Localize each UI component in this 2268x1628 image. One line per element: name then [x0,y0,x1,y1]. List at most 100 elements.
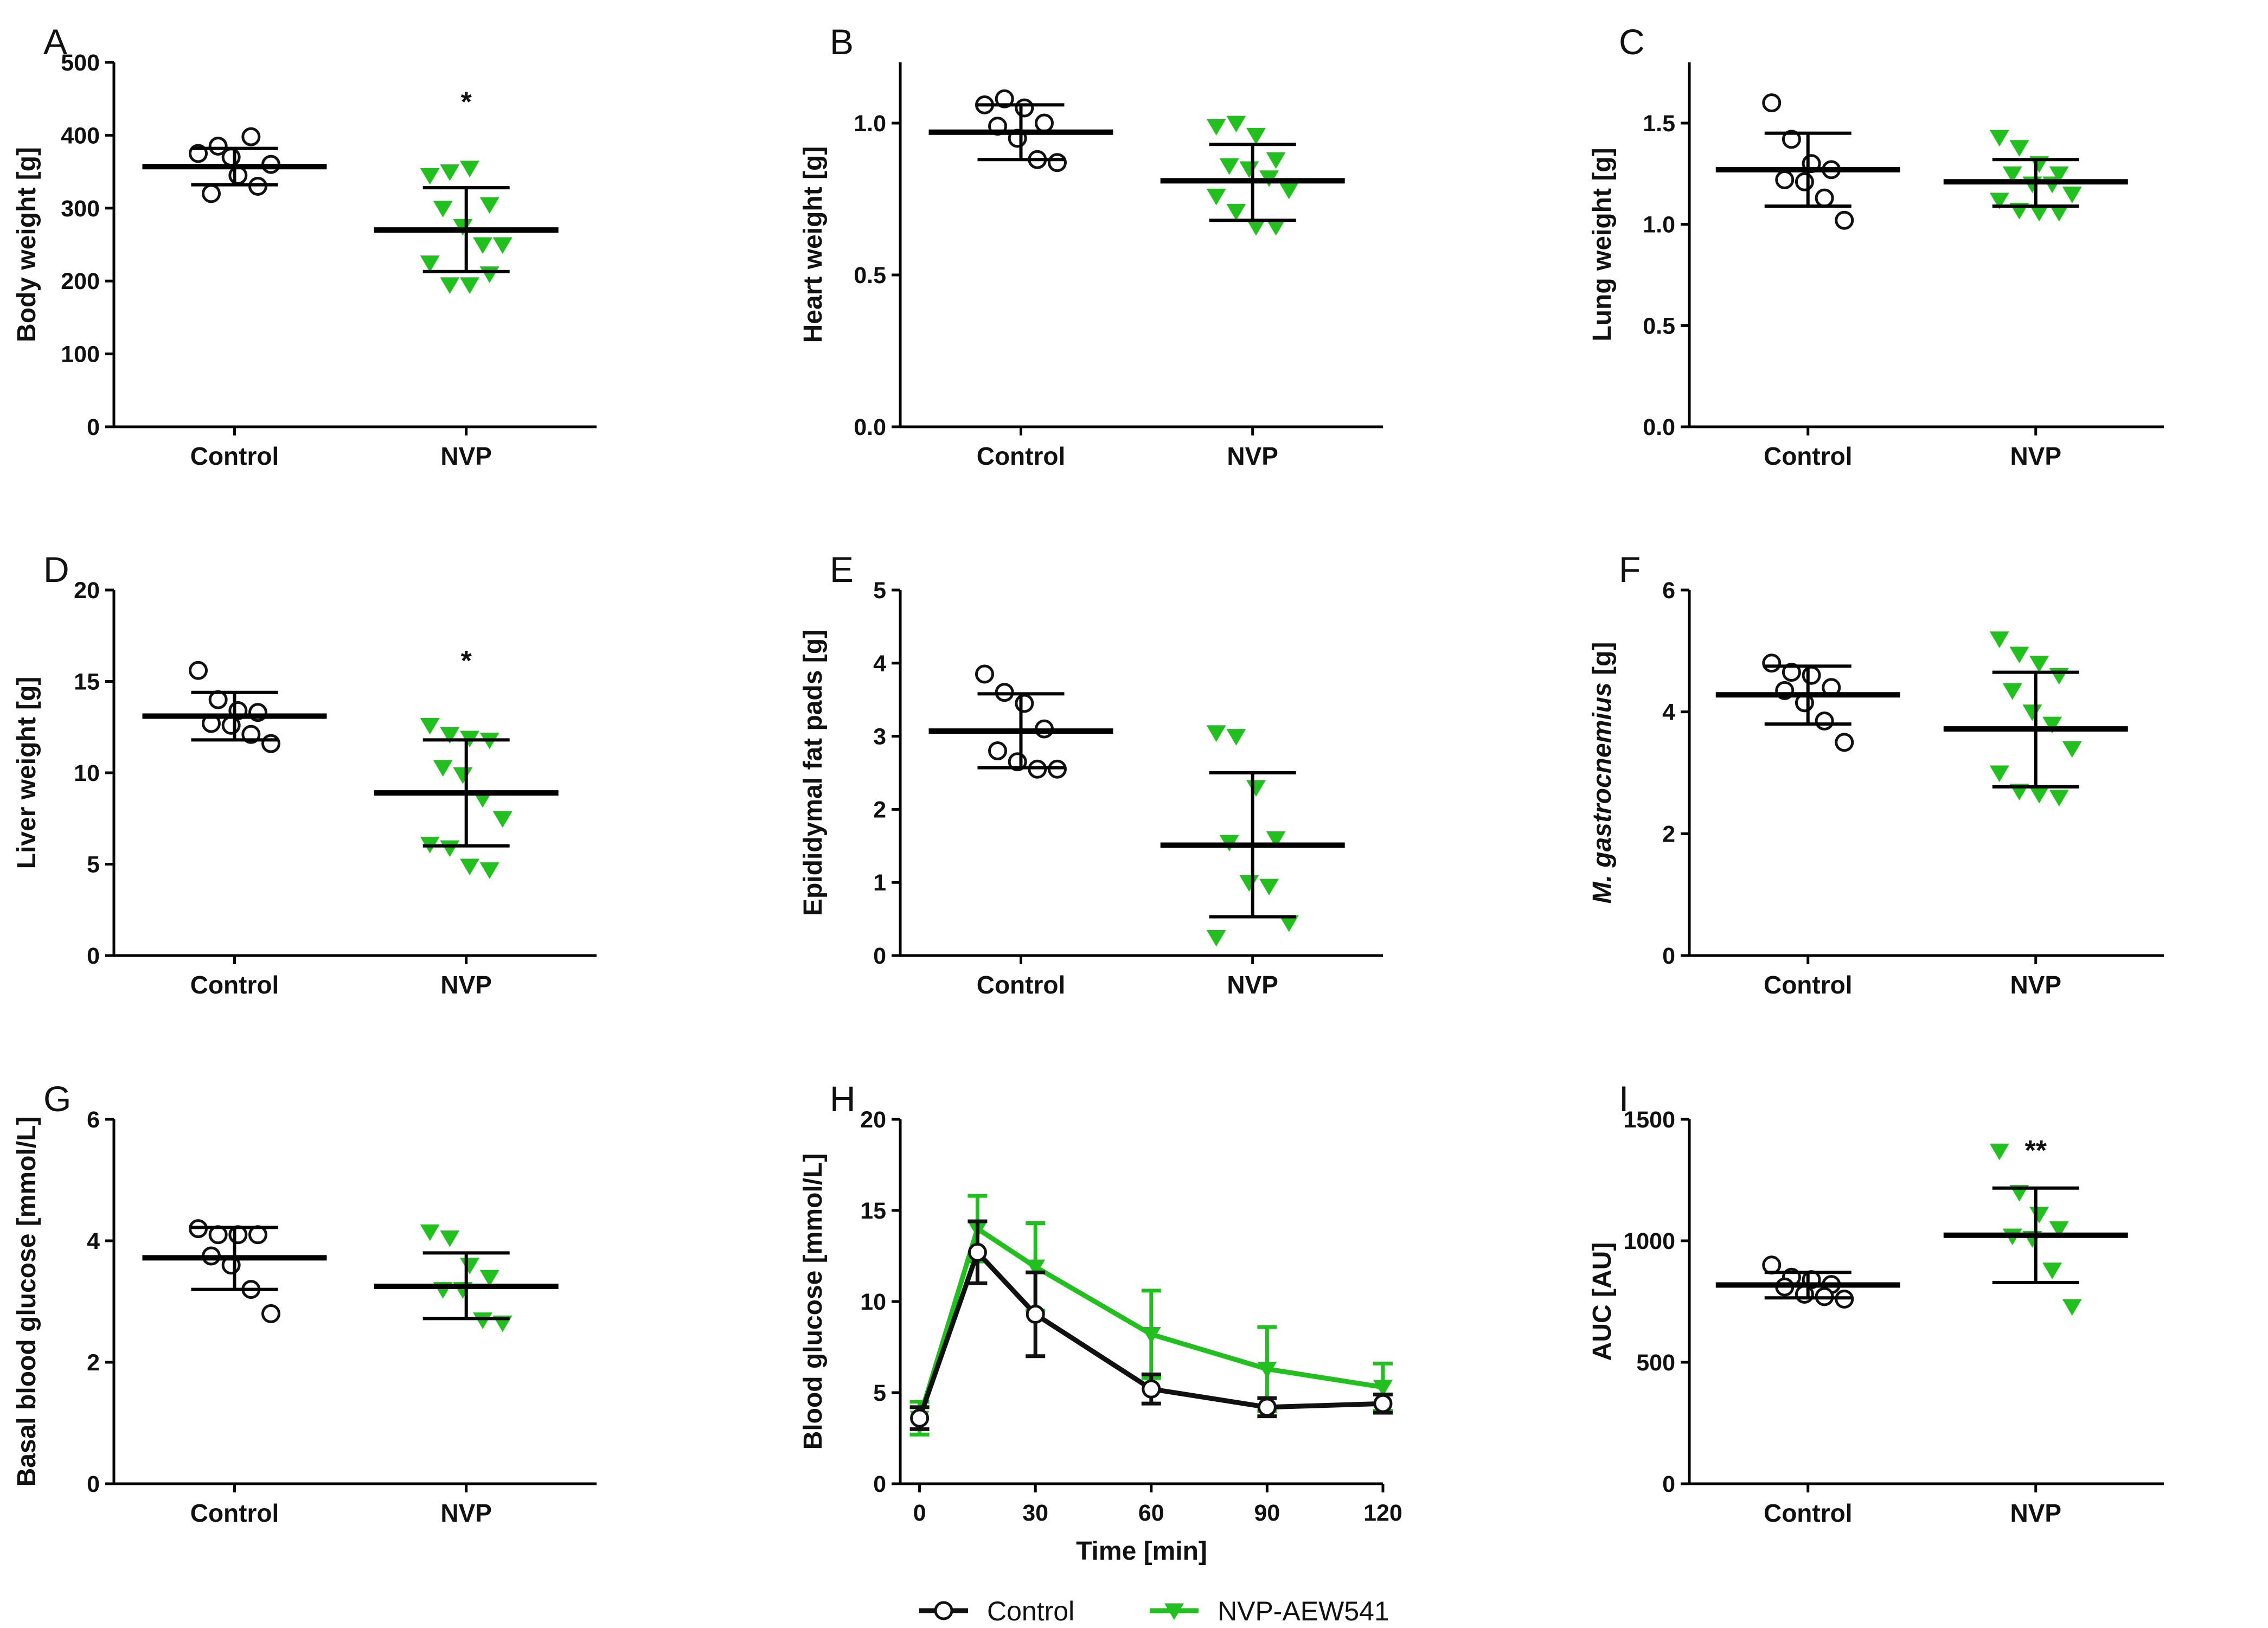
data-point [1035,113,1054,133]
data-point [2009,646,2029,664]
group-nvp [374,717,559,879]
data-point [975,664,994,684]
data-point [460,277,480,294]
data-point [995,89,1014,108]
panel-h: H 0 5 10 15 20 Blood glucose [mmol/L] 0 30 60 90 12… [799,1079,1402,1566]
data-point [1226,203,1246,221]
data-point [1026,1259,1046,1277]
y-tick-label: 20 [860,1107,886,1133]
legend-marker [934,1601,953,1620]
panel-d: D 0 5 10 15 20 Liver weight [g] Control NVP * [12,549,597,999]
x-category-label: NVP [2010,442,2061,470]
group-nvp [374,1224,559,1332]
data-point [968,1242,987,1262]
group-nvp [1943,631,2128,807]
group-nvp [374,161,559,294]
x-category-label: NVP [1227,971,1278,999]
y-tick-label: 500 [1636,1350,1675,1376]
y-axis-title: AUC [AU] [1588,1242,1617,1361]
x-tick-label: 60 [1138,1500,1164,1526]
data-point [473,1312,493,1329]
data-point [1246,219,1266,236]
group-nvp [1943,130,2128,222]
panel-letter: C [1619,22,1645,62]
y-tick-label: 6 [87,1107,100,1133]
y-tick-label: 20 [74,578,100,604]
group-control [1715,93,1900,230]
panel-letter: D [43,549,69,589]
figure-legend: Control NVP-AEW541 [919,1596,1389,1626]
x-category-label: NVP [2010,1499,2061,1527]
y-tick-label: 100 [61,342,100,368]
y-tick-label: 200 [61,268,100,294]
data-point [1795,1285,1814,1304]
data-point [1206,725,1226,742]
data-point [1266,831,1286,848]
data-point [1835,210,1854,230]
y-tick-label: 15 [74,669,100,695]
data-point [1989,193,2009,209]
data-point [1989,1143,2009,1161]
data-point [261,1304,280,1323]
data-point [1219,158,1239,175]
data-point [241,127,261,146]
y-axis-title: M. gastrocnemius [g] [1588,642,1617,904]
data-point [1141,1326,1161,1344]
x-category-label: NVP [440,442,492,470]
data-point [473,237,493,254]
x-category-label: Control [190,971,279,999]
panel-letter: G [43,1079,71,1119]
y-axis-title: Blood glucose [mmol/L] [799,1153,828,1450]
data-point [2042,1262,2062,1279]
y-tick-label: 0 [1662,943,1675,969]
y-tick-label: 10 [74,760,100,786]
y-tick-label: 1.5 [1643,111,1675,137]
data-point [261,734,280,753]
y-axis-title: Lung weight [g] [1588,148,1617,341]
group-control [142,127,327,203]
x-category-label: NVP [1227,442,1278,470]
y-tick-label: 5 [873,578,886,604]
panel-g: G 0 2 4 6 Basal blood glucose [mmol/L] Control… [12,1079,597,1527]
y-tick-label: 2 [1662,821,1675,847]
panel-a: A 0 100 200 300 400 500 Body weight [g] Control N… [12,22,597,470]
data-point [433,760,453,777]
data-point [2042,716,2062,734]
y-axis-title: Liver weight [g] [12,677,41,869]
y-tick-label: 4 [873,651,886,677]
data-point [1246,780,1266,797]
x-category-label: NVP [440,1499,492,1527]
y-axis-title: Heart weight [g] [799,146,828,343]
data-point [1226,116,1246,133]
data-point [492,811,512,828]
y-tick-label: 1 [873,870,886,896]
y-tick-label: 1500 [1623,1107,1675,1133]
series-control [909,1219,1393,1431]
data-point [1782,663,1801,682]
data-point [1142,1379,1161,1399]
data-point [1279,182,1299,200]
panel-b: B 0.0 0.5 1.0 Heart weight [g] Control NVP [799,22,1383,470]
x-category-label: Control [977,971,1066,999]
data-point [1266,219,1286,236]
data-point [2049,166,2069,183]
y-tick-label: 400 [61,123,100,149]
x-category-label: Control [1764,1499,1853,1527]
data-point [1259,879,1279,896]
data-point [1206,930,1226,947]
y-axis-title: Epididymal fat pads [g] [799,630,828,916]
significance-mark: * [461,86,472,118]
y-tick-label: 3 [873,724,886,750]
data-point [2049,204,2069,222]
y-tick-label: 1000 [1623,1228,1675,1254]
significance-mark: * [461,645,472,677]
legend-item: NVP-AEW541 [1150,1596,1389,1626]
y-tick-label: 5 [87,852,100,878]
y-axis-title: Body weight [g] [12,147,41,342]
data-point [2029,1207,2049,1223]
y-tick-label: 6 [1662,578,1675,604]
data-point [1257,1398,1277,1417]
panel-letter: E [830,549,854,589]
significance-mark: ** [2025,1135,2047,1166]
data-point [492,237,512,254]
